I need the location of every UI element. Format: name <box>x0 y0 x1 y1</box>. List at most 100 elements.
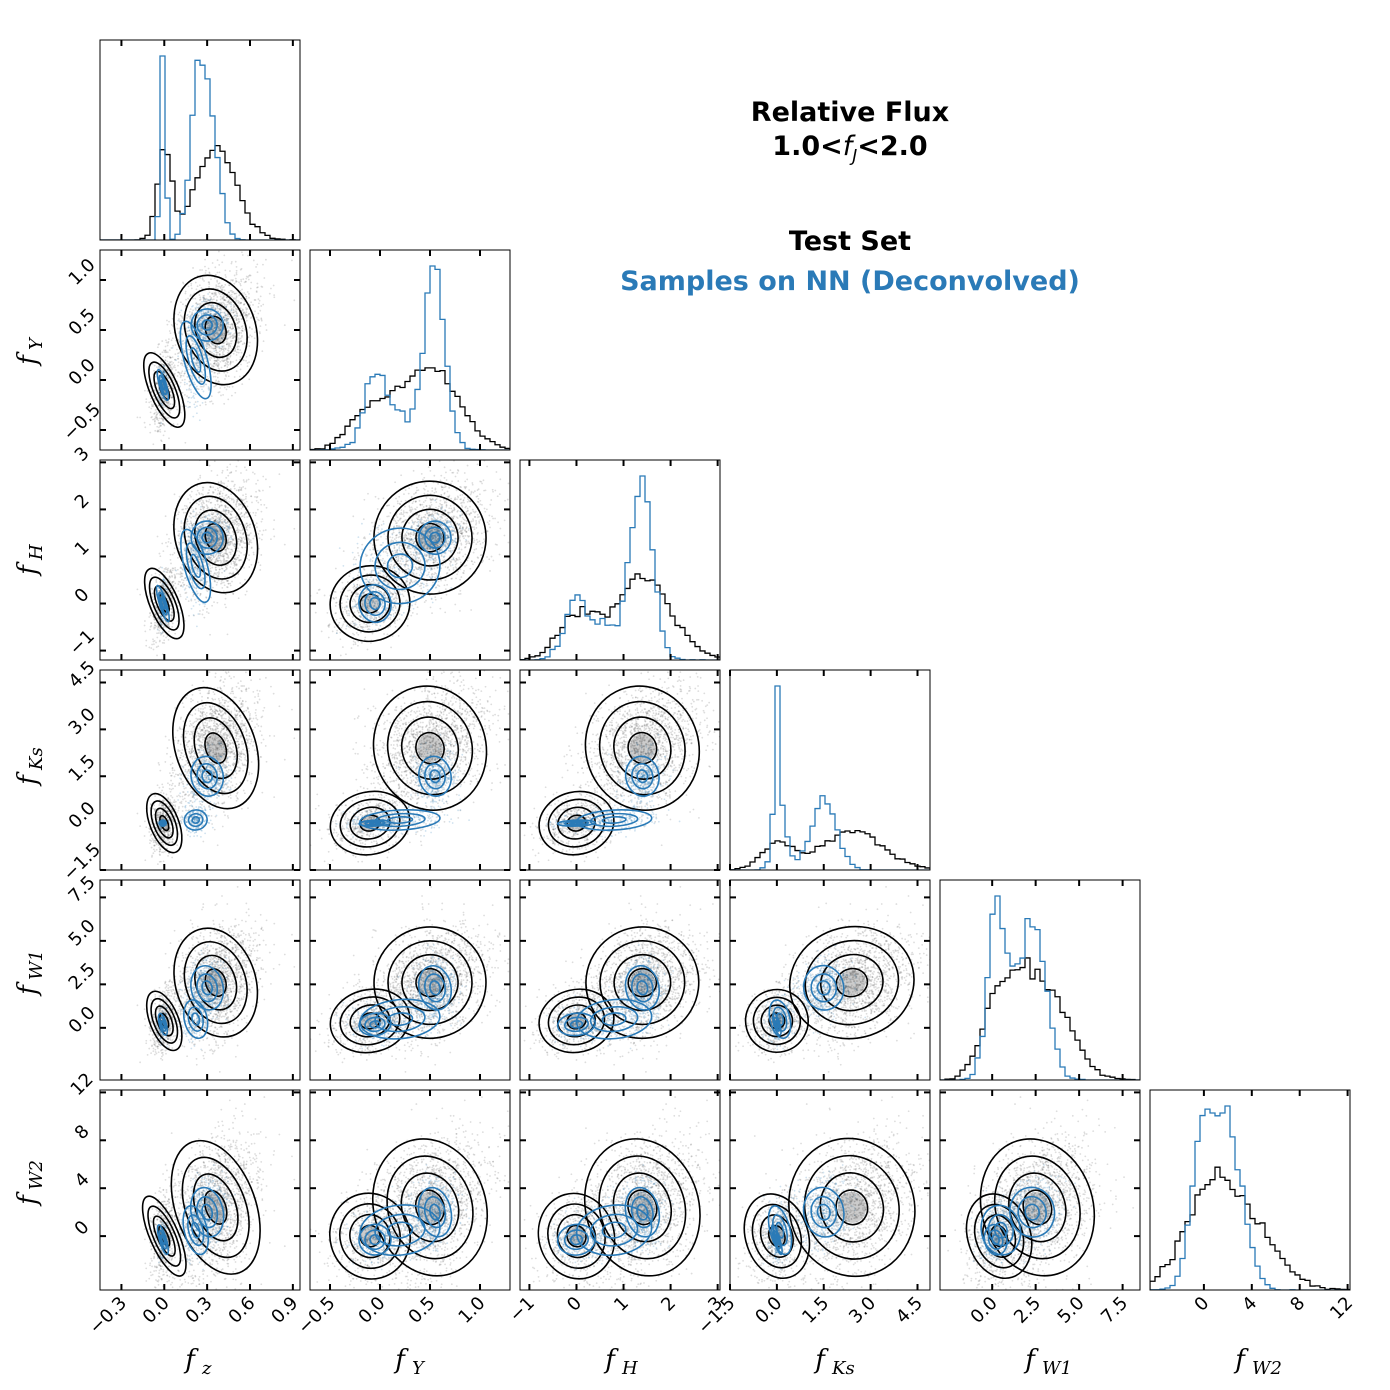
point-test <box>178 495 181 498</box>
point-test <box>165 401 168 403</box>
point-test <box>221 359 224 362</box>
point-test <box>168 403 171 405</box>
point-test <box>231 291 234 294</box>
point-test <box>150 400 152 403</box>
point-test <box>199 302 202 305</box>
point-test <box>208 464 211 467</box>
point-test <box>169 409 172 412</box>
point-test <box>240 325 243 328</box>
point-test <box>171 383 173 386</box>
point-test <box>261 518 264 521</box>
point-test <box>199 385 202 388</box>
point-test <box>237 301 240 304</box>
point-test <box>224 512 227 515</box>
point-test <box>139 416 142 419</box>
point-test <box>207 378 210 380</box>
point-test <box>208 350 211 353</box>
point-test <box>190 282 193 285</box>
point-test <box>227 313 229 316</box>
point-test <box>167 408 170 411</box>
point-test <box>211 319 214 322</box>
point-test <box>213 277 216 279</box>
point-test <box>217 291 220 294</box>
point-test <box>159 353 162 356</box>
point-test <box>174 353 177 356</box>
point-test <box>155 641 157 644</box>
point-test <box>214 307 216 309</box>
point-nn <box>198 322 201 325</box>
point-test <box>247 478 250 481</box>
point-test <box>218 347 221 350</box>
point-test <box>170 324 173 326</box>
point-test <box>182 282 185 285</box>
point-test <box>179 314 182 317</box>
point-test <box>236 312 239 315</box>
point-test <box>238 331 241 334</box>
point-test <box>227 329 230 332</box>
point-test <box>245 512 248 514</box>
point-test <box>186 333 189 336</box>
point-test <box>213 353 216 356</box>
point-test <box>143 421 146 424</box>
point-test <box>232 360 234 363</box>
point-test <box>204 311 207 314</box>
point-test <box>150 622 152 624</box>
point-test <box>233 487 236 490</box>
point-test <box>188 338 190 341</box>
point-test <box>226 497 229 499</box>
point-test <box>240 515 243 518</box>
point-test <box>243 342 246 344</box>
point-test <box>256 318 259 321</box>
point-nn <box>230 303 233 306</box>
point-test <box>206 316 208 319</box>
point-test <box>234 277 237 280</box>
point-test <box>156 382 159 385</box>
point-test <box>227 398 230 401</box>
point-nn <box>179 320 181 323</box>
point-test <box>215 569 218 572</box>
point-nn <box>197 366 200 369</box>
point-test <box>226 358 228 361</box>
point-test <box>215 359 218 362</box>
point-test <box>208 343 210 346</box>
point-test <box>156 430 159 433</box>
point-test <box>235 370 238 373</box>
point-test <box>172 403 174 406</box>
point-test <box>259 325 262 328</box>
point-test <box>178 311 181 314</box>
point-test <box>198 353 201 356</box>
point-nn <box>207 387 210 390</box>
point-test <box>221 311 223 314</box>
point-test <box>226 385 229 388</box>
point-test <box>224 603 226 606</box>
point-test <box>264 529 267 531</box>
point-test <box>162 423 165 426</box>
point-test <box>235 300 237 303</box>
point-test <box>232 480 234 483</box>
point-test <box>283 543 286 546</box>
point-test <box>240 340 243 343</box>
point-test <box>174 366 176 369</box>
point-test <box>158 573 161 576</box>
point-test <box>234 349 237 351</box>
point-test <box>211 342 214 345</box>
point-test <box>205 362 208 365</box>
point-test <box>161 641 164 644</box>
point-test <box>239 284 242 287</box>
point-test <box>180 372 183 374</box>
point-test <box>254 495 256 498</box>
point-test <box>235 489 238 492</box>
point-test <box>216 271 219 274</box>
point-test <box>251 328 253 330</box>
point-test <box>181 362 184 365</box>
point-test <box>201 350 204 353</box>
point-test <box>200 502 203 504</box>
point-test <box>240 486 243 489</box>
point-test <box>240 363 242 366</box>
point-test <box>186 395 188 398</box>
point-test <box>171 337 174 340</box>
point-test <box>169 361 172 364</box>
point-test <box>236 315 239 317</box>
point-test <box>151 415 153 418</box>
point-test <box>197 388 200 391</box>
